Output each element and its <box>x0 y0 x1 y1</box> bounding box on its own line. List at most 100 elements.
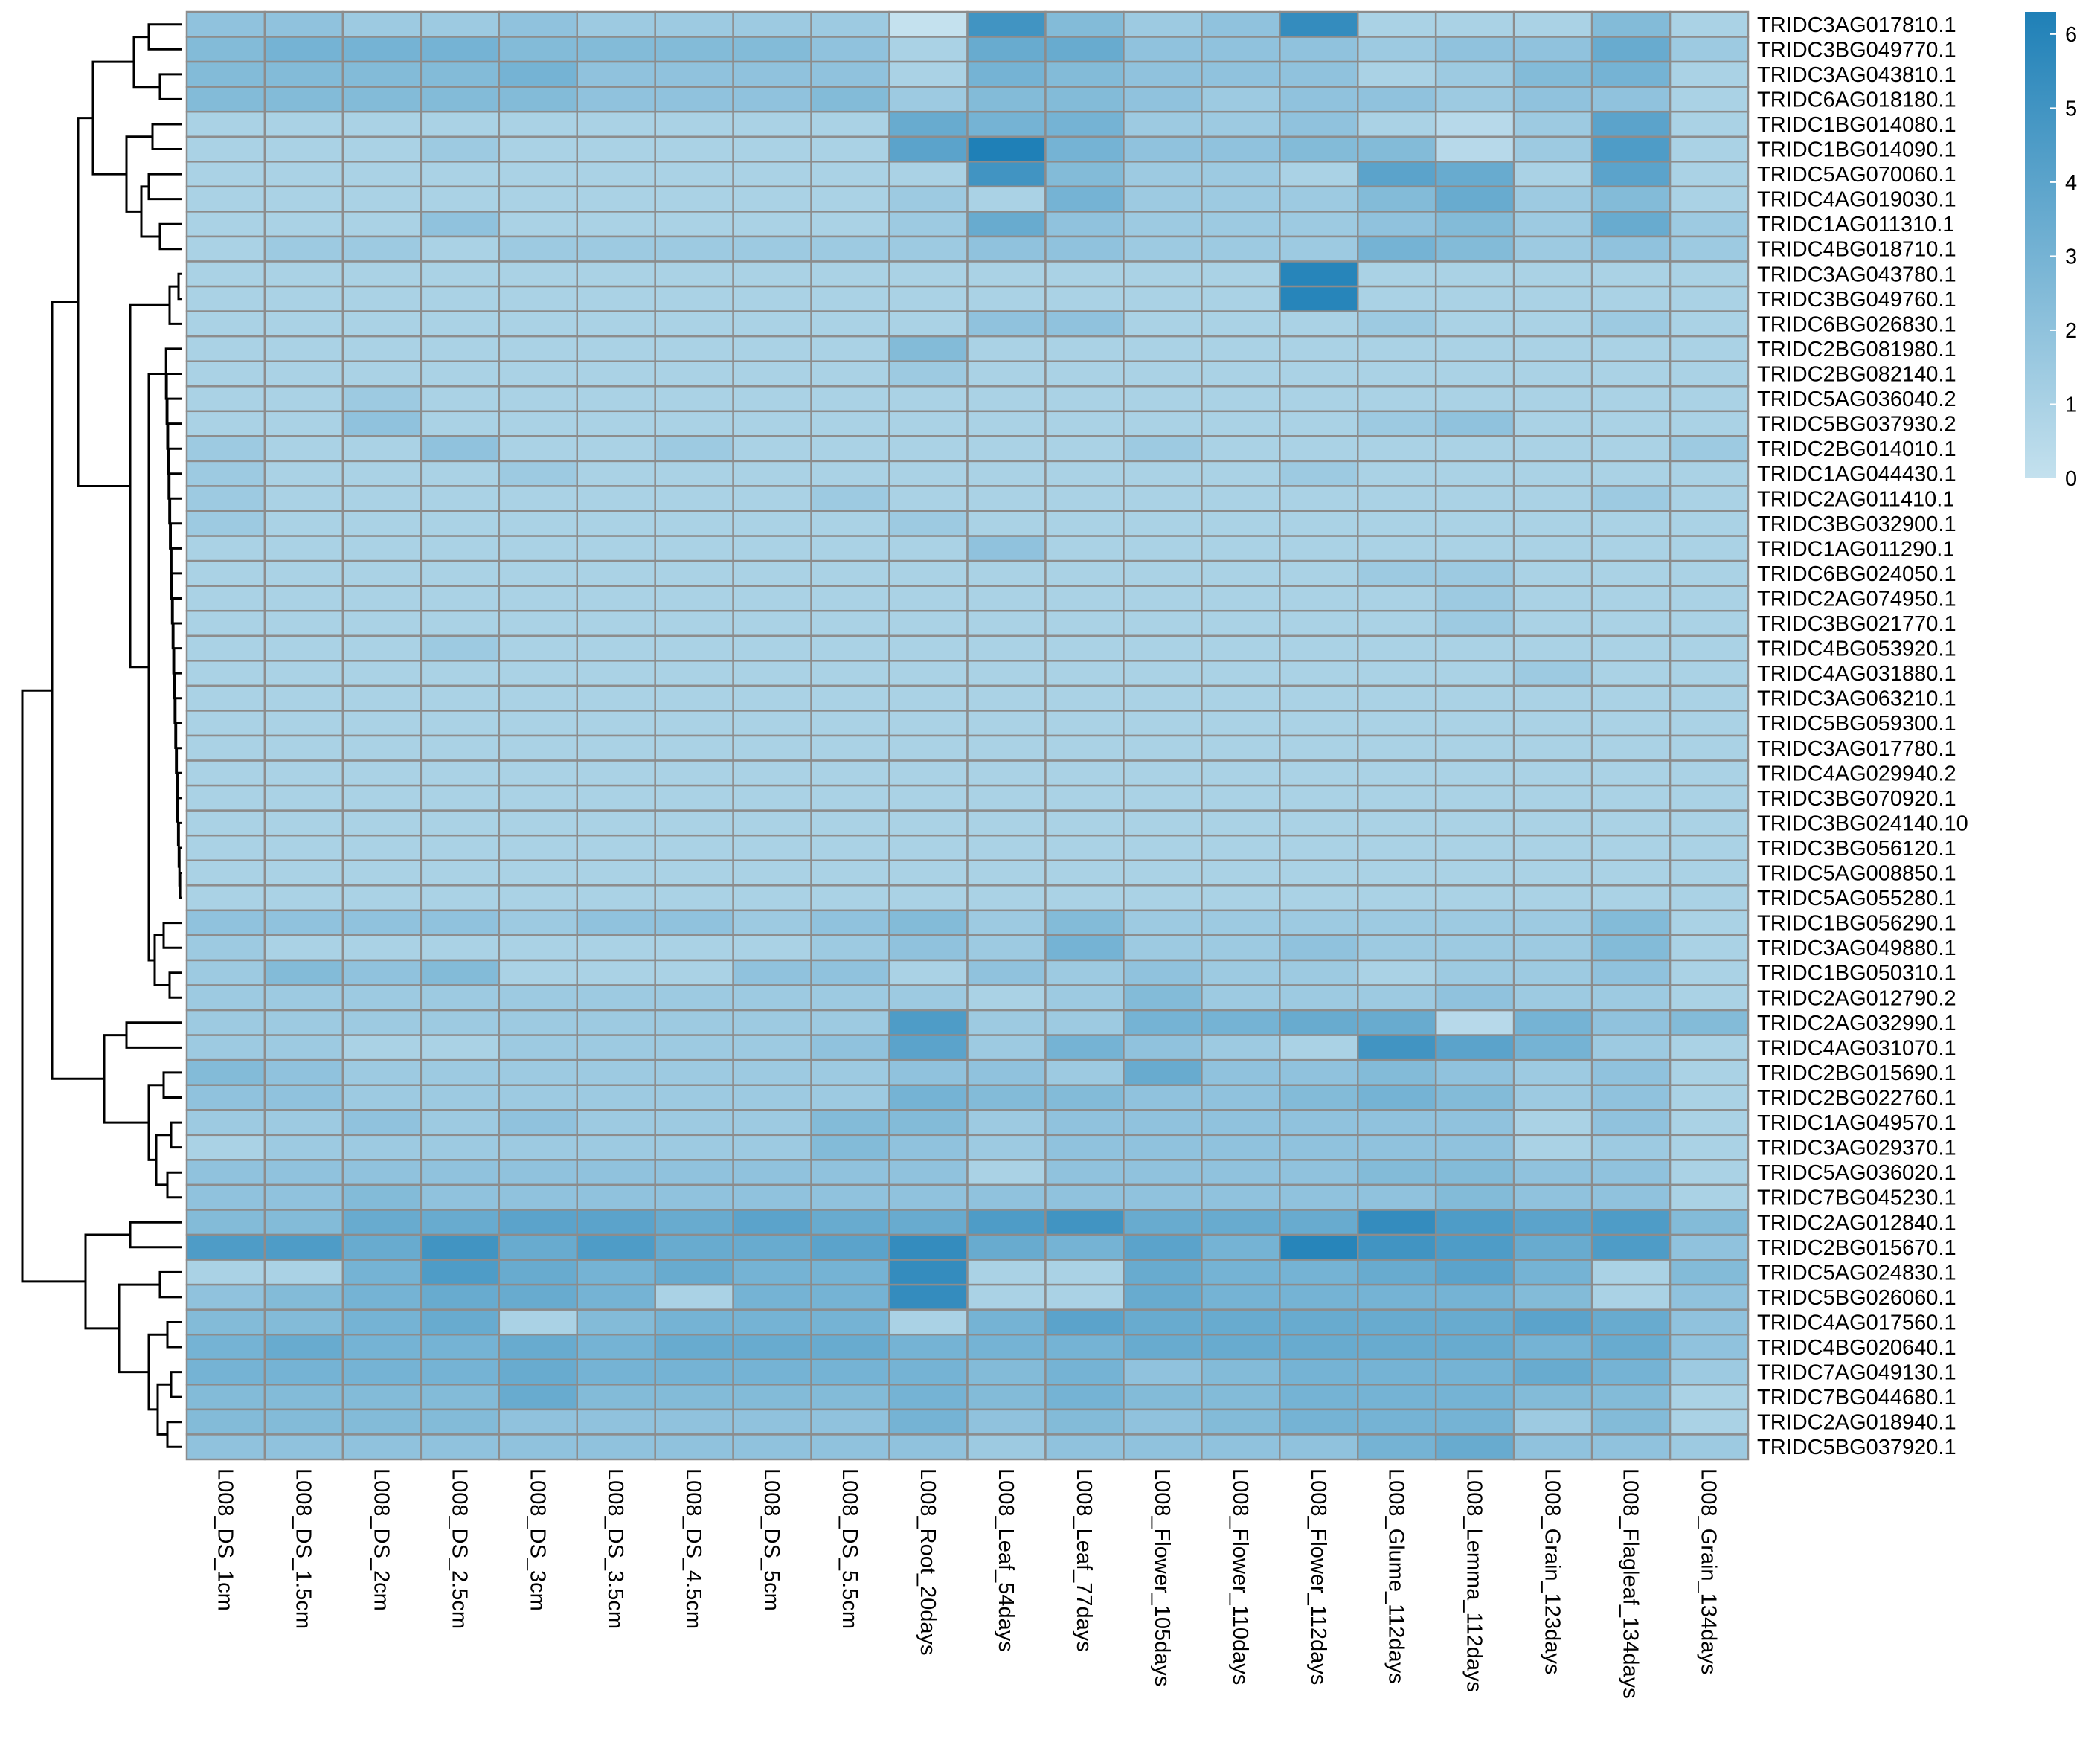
heatmap-cell <box>1123 710 1203 737</box>
heatmap-cell <box>1044 1183 1125 1211</box>
heatmap-cell <box>1357 1358 1437 1386</box>
heatmap-cell <box>263 734 344 762</box>
heatmap-cell <box>1044 1358 1125 1386</box>
heatmap-cell <box>498 884 578 912</box>
heatmap-cell <box>1590 1058 1672 1086</box>
heatmap-cell <box>1669 959 1750 986</box>
heatmap-cell <box>263 1034 344 1061</box>
heatmap-cell <box>1279 310 1359 338</box>
heatmap-cell <box>966 684 1047 712</box>
heatmap-cell <box>185 1084 266 1111</box>
heatmap-cell <box>1512 235 1593 263</box>
heatmap-cell <box>420 934 501 962</box>
heatmap-cell <box>1201 135 1281 163</box>
heatmap-cell <box>654 211 734 238</box>
heatmap-cell <box>263 1209 344 1236</box>
heatmap-cell <box>810 86 890 113</box>
heatmap-cell <box>1123 1109 1203 1137</box>
heatmap-cell <box>1201 110 1281 138</box>
heatmap-cell <box>1044 1259 1125 1286</box>
dendrogram-branch <box>166 1321 182 1349</box>
heatmap-cell <box>966 310 1047 338</box>
heatmap-cell <box>732 1159 812 1186</box>
heatmap-cell <box>420 385 501 413</box>
heatmap-cell <box>1590 36 1672 63</box>
heatmap-cell <box>1123 609 1203 637</box>
heatmap-cell <box>732 10 812 38</box>
heatmap-cell <box>888 460 969 487</box>
heatmap-cell <box>576 1358 656 1386</box>
heatmap-cell <box>1123 360 1203 388</box>
heatmap-cell <box>888 859 969 887</box>
heatmap-cell <box>1590 1259 1672 1286</box>
heatmap-cell <box>732 260 812 288</box>
heatmap-cell <box>1357 959 1437 986</box>
heatmap-cell <box>420 1084 501 1111</box>
heatmap-cell <box>1201 1408 1281 1436</box>
heatmap-cell <box>1434 1283 1515 1311</box>
heatmap-cell <box>263 86 344 113</box>
heatmap-cell <box>263 834 344 862</box>
heatmap-cell <box>1434 1233 1515 1261</box>
heatmap-cell <box>498 734 578 762</box>
heatmap-cell <box>498 559 578 587</box>
heatmap-cell <box>498 110 578 138</box>
heatmap-cell <box>1044 310 1125 338</box>
heatmap-cell <box>1201 909 1281 936</box>
heatmap-cell <box>654 460 734 487</box>
heatmap-cell <box>1590 1084 1672 1111</box>
heatmap-cell <box>1434 1408 1515 1436</box>
heatmap-cell <box>1044 1058 1125 1086</box>
heatmap-cell <box>1434 161 1515 188</box>
heatmap-cells <box>185 10 1750 1461</box>
heatmap-cell <box>966 784 1047 812</box>
heatmap-cell <box>341 86 423 113</box>
heatmap-cell <box>1123 410 1203 437</box>
heatmap-cell <box>1357 834 1437 862</box>
heatmap-cell <box>576 1034 656 1061</box>
heatmap-cell <box>576 1109 656 1137</box>
heatmap-cell <box>1044 984 1125 1012</box>
heatmap-cell <box>1279 161 1359 188</box>
heatmap-cell <box>888 734 969 762</box>
heatmap-cell <box>1434 809 1515 837</box>
heatmap-cell <box>1044 185 1125 213</box>
heatmap-cell <box>810 1384 890 1411</box>
heatmap-cell <box>1357 410 1437 437</box>
heatmap-cell <box>1123 1283 1203 1311</box>
heatmap-cell <box>1590 211 1672 238</box>
heatmap-cell <box>1434 510 1515 537</box>
heatmap-cell <box>1201 86 1281 113</box>
heatmap-cell <box>1590 884 1672 912</box>
heatmap-cell <box>576 1283 656 1311</box>
heatmap-cell <box>1123 1084 1203 1111</box>
heatmap-cell <box>1279 1358 1359 1386</box>
heatmap-cell <box>810 410 890 437</box>
heatmap-cell <box>1201 1233 1281 1261</box>
heatmap-cell <box>654 1233 734 1261</box>
heatmap-cell <box>498 834 578 862</box>
heatmap-cell <box>1044 859 1125 887</box>
heatmap-cell <box>966 36 1047 63</box>
row-label: TRIDC4AG019030.1 <box>1757 188 1956 212</box>
heatmap-cell <box>341 260 423 288</box>
heatmap-cell <box>810 1109 890 1137</box>
heatmap-cell <box>185 1109 266 1137</box>
heatmap-cell <box>810 235 890 263</box>
heatmap-cell <box>1512 360 1593 388</box>
heatmap-cell <box>1590 909 1672 936</box>
heatmap-cell <box>420 1308 501 1336</box>
heatmap-cell <box>654 1384 734 1411</box>
column-label: L008_Grain_134days <box>1697 1468 1721 1674</box>
heatmap-cell <box>1044 1283 1125 1311</box>
heatmap-cell <box>420 984 501 1012</box>
heatmap-cell <box>966 1109 1047 1137</box>
legend-tick-label: 3 <box>2065 245 2077 269</box>
heatmap-cell <box>498 86 578 113</box>
heatmap-cell <box>1123 1134 1203 1161</box>
heatmap-cell <box>888 260 969 288</box>
row-label: TRIDC3BG056120.1 <box>1757 837 1956 861</box>
heatmap-cell <box>654 1209 734 1236</box>
column-label: L008_DS_3cm <box>525 1468 549 1611</box>
heatmap-cell <box>810 60 890 88</box>
